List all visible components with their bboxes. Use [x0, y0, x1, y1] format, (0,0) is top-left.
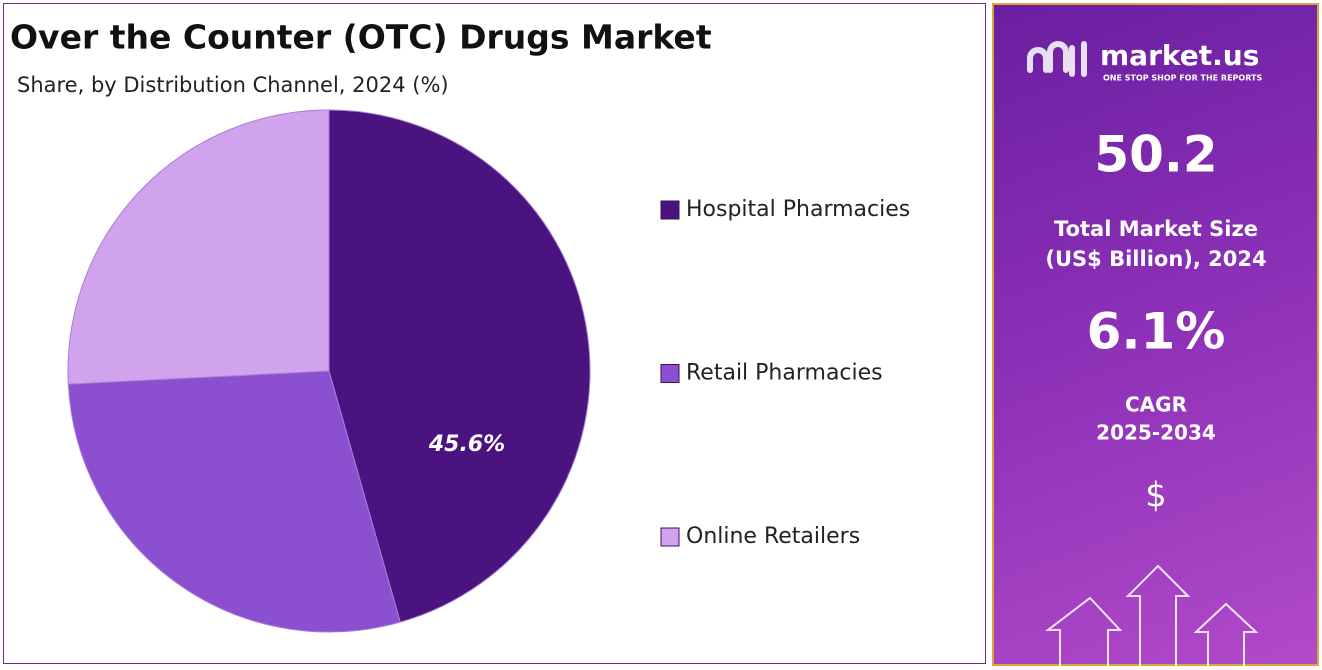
arrow-icon	[1193, 602, 1259, 666]
sidebar-decor	[1027, 41, 1259, 666]
pie-slice	[67, 370, 401, 633]
market-size-label: (US$ Billion), 2024	[1045, 247, 1266, 271]
cagr-label: 2025-2034	[1096, 421, 1216, 445]
market-size: 50.2	[1094, 126, 1217, 184]
cagr-label: CAGR	[1125, 393, 1187, 417]
sidebar-panel	[992, 3, 1319, 666]
legend-label: Online Retailers	[686, 524, 860, 549]
brand: market.us	[1100, 39, 1259, 72]
legend-swatch	[660, 527, 680, 547]
legend-label: Retail Pharmacies	[686, 361, 883, 386]
pie-slice	[328, 109, 591, 623]
tagline: ONE STOP SHOP FOR THE REPORTS	[1103, 74, 1262, 83]
legend-label: Hospital Pharmacies	[686, 197, 910, 222]
data-label: 45.6%	[428, 432, 505, 457]
logo-icon	[1027, 41, 1087, 77]
arrow-icon	[1045, 596, 1123, 666]
market-size-label: Total Market Size	[1054, 217, 1258, 241]
cagr: 6.1%	[1087, 303, 1226, 361]
arrow-icon	[1125, 564, 1191, 666]
pie-slice	[67, 109, 330, 385]
chart-title: Over the Counter (OTC) Drugs Market	[10, 18, 712, 57]
chart-subtitle: Share, by Distribution Channel, 2024 (%)	[17, 73, 449, 97]
legend-swatch	[660, 364, 680, 383]
currency-icon: $	[1145, 476, 1167, 516]
chart-panel	[3, 3, 986, 664]
legend-swatch	[660, 200, 680, 220]
